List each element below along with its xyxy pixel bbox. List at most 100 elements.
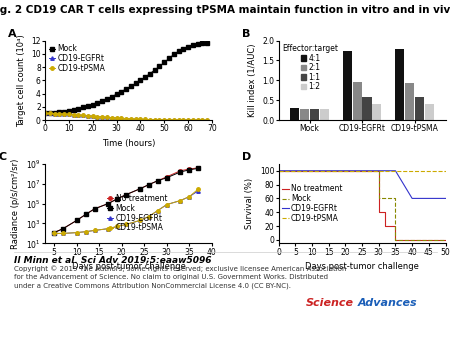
CD19-tPSMA (147, 118, 153, 122)
Mock (276, 169, 281, 173)
CD19-tPSMA (152, 118, 158, 122)
Mock (114, 197, 120, 201)
Bar (352, 82, 362, 120)
Legend: 4:1, 2:1, 1:1, 1:2: 4:1, 2:1, 1:1, 1:2 (283, 44, 338, 91)
No treatment (83, 213, 88, 217)
CD19-tPSMA (190, 118, 195, 122)
No treatment (443, 238, 448, 242)
CD19-EGFRt (99, 115, 105, 119)
Mock (57, 110, 62, 114)
Mock (47, 111, 53, 115)
Text: Copyright © 2019 The Authors, some rights reserved; exclusive licensee American : Copyright © 2019 The Authors, some right… (14, 265, 346, 289)
Line: No treatment: No treatment (52, 166, 200, 234)
CD19-EGFRt (410, 196, 415, 200)
Legend: Mock, CD19-EGFRt, CD19-tPSMA: Mock, CD19-EGFRt, CD19-tPSMA (49, 44, 105, 73)
CD19-EGFRt (146, 215, 152, 219)
CD19-tPSMA (71, 113, 76, 117)
CD19-EGFRt (123, 222, 129, 226)
No treatment (146, 183, 152, 187)
Bar (395, 49, 404, 120)
CD19-tPSMA (180, 118, 186, 122)
CD19-tPSMA (83, 230, 88, 234)
CD19-EGFRt (196, 189, 201, 193)
Mock (138, 78, 143, 82)
CD19-EGFRt (90, 114, 95, 118)
CD19-tPSMA (99, 115, 105, 119)
CD19-EGFRt (95, 115, 100, 119)
Bar (405, 83, 414, 120)
Mock (105, 201, 111, 206)
No treatment (105, 201, 111, 206)
Mock (196, 166, 201, 170)
Y-axis label: Survival (%): Survival (%) (245, 178, 254, 229)
Mock (114, 92, 119, 96)
Mock (123, 87, 129, 91)
CD19-EGFRt (51, 232, 57, 236)
CD19-tPSMA (114, 116, 119, 120)
Mock (123, 193, 129, 197)
CD19-tPSMA (42, 112, 48, 116)
CD19-tPSMA (76, 113, 81, 117)
Mock (195, 42, 200, 46)
Mock (128, 84, 134, 88)
CD19-tPSMA (90, 114, 95, 118)
CD19-tPSMA (155, 209, 161, 213)
CD19-EGFRt (162, 118, 167, 122)
CD19-EGFRt (42, 112, 48, 116)
CD19-EGFRt (142, 117, 148, 121)
CD19-EGFRt (276, 169, 281, 173)
Legend: No treatment, Mock, CD19-EGFRt, CD19-tPSMA: No treatment, Mock, CD19-EGFRt, CD19-tPS… (283, 185, 342, 223)
CD19-EGFRt (76, 113, 81, 117)
Mock (137, 187, 142, 191)
CD19-EGFRt (81, 113, 86, 117)
Bar (320, 109, 329, 120)
CD19-EGFRt (393, 169, 398, 173)
CD19-EGFRt (190, 118, 195, 122)
Mock (61, 110, 67, 114)
No treatment (196, 166, 201, 170)
CD19-tPSMA (204, 118, 210, 122)
Text: Science: Science (306, 297, 354, 308)
Mock (393, 238, 398, 242)
Mock (133, 81, 138, 85)
Mock (71, 108, 76, 112)
Bar (415, 97, 424, 120)
CD19-EGFRt (47, 112, 53, 116)
CD19-tPSMA (114, 224, 120, 228)
CD19-EGFRt (128, 117, 134, 121)
CD19-tPSMA (133, 117, 138, 121)
Mock (443, 238, 448, 242)
CD19-EGFRt (133, 117, 138, 121)
CD19-tPSMA (171, 118, 176, 122)
CD19-EGFRt (114, 116, 119, 120)
Line: Mock: Mock (279, 171, 446, 240)
Mock (157, 64, 162, 68)
CD19-tPSMA (109, 116, 114, 120)
CD19-tPSMA (162, 118, 167, 122)
No treatment (164, 175, 170, 179)
Text: A: A (8, 29, 17, 39)
Mock (180, 47, 186, 51)
Mock (92, 207, 97, 211)
CD19-EGFRt (178, 198, 183, 202)
Mock (95, 101, 100, 105)
Mock (200, 41, 205, 45)
CD19-tPSMA (47, 112, 53, 116)
CD19-EGFRt (85, 114, 90, 118)
No treatment (137, 187, 142, 191)
CD19-tPSMA (138, 117, 143, 121)
Line: CD19-tPSMA: CD19-tPSMA (52, 187, 200, 235)
CD19-EGFRt (71, 113, 76, 117)
CD19-tPSMA (178, 198, 183, 202)
CD19-EGFRt (52, 112, 57, 116)
CD19-EGFRt (195, 118, 200, 122)
CD19-tPSMA (95, 115, 100, 119)
Mock (142, 75, 148, 79)
Text: Fig. 2 CD19 CAR T cells expressing tPSMA maintain function in vitro and in vivo.: Fig. 2 CD19 CAR T cells expressing tPSMA… (0, 5, 450, 15)
Y-axis label: Target cell count (10⁴): Target cell count (10⁴) (17, 34, 26, 127)
CD19-tPSMA (137, 218, 142, 222)
CD19-tPSMA (123, 222, 129, 226)
No treatment (178, 169, 183, 173)
CD19-EGFRt (443, 196, 448, 200)
No treatment (187, 167, 192, 171)
